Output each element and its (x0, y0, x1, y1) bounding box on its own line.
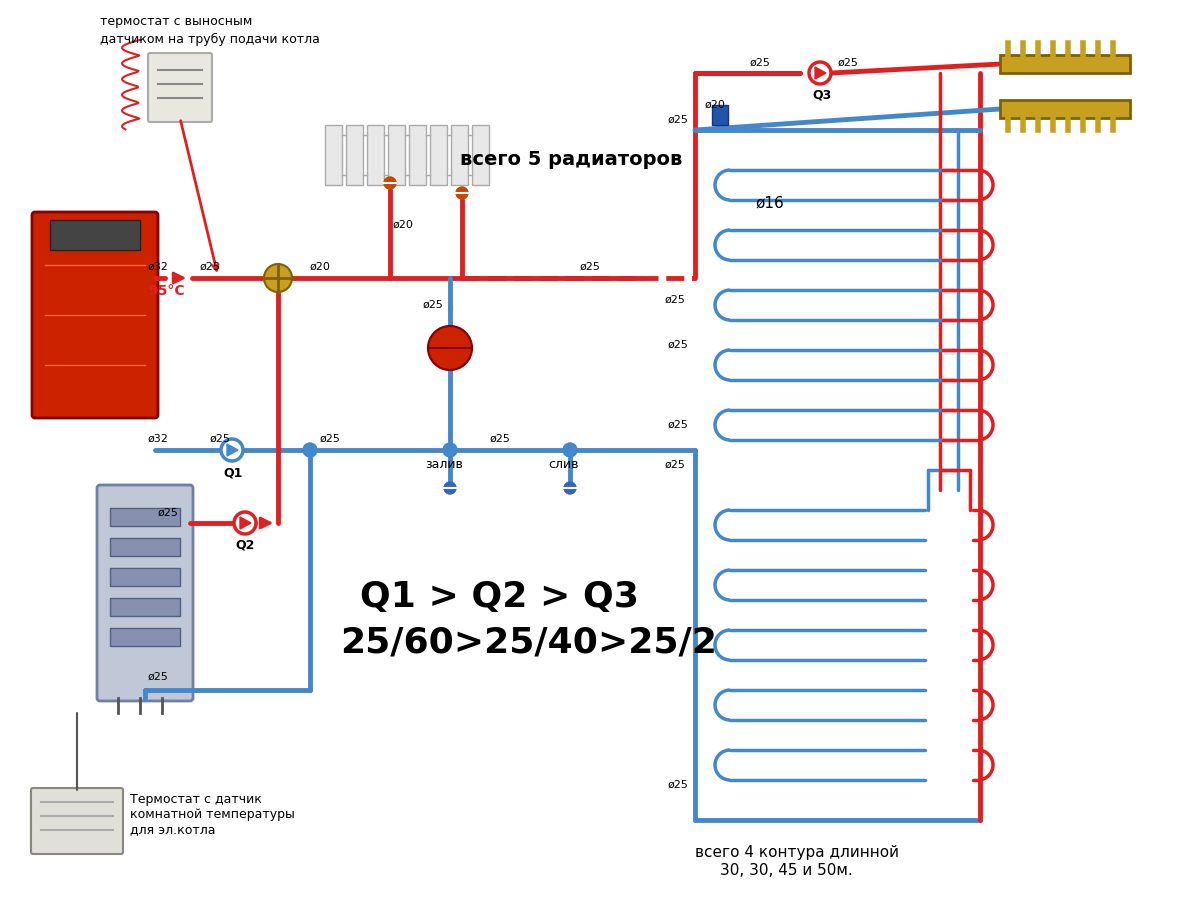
Bar (110, 538, 180, 556)
Text: ø25: ø25 (158, 508, 179, 518)
Text: ø25: ø25 (210, 434, 231, 444)
Polygon shape (240, 517, 251, 529)
Polygon shape (815, 67, 826, 79)
Text: ø25: ø25 (423, 300, 444, 310)
Circle shape (234, 512, 257, 534)
Bar (110, 598, 180, 616)
Bar (110, 508, 180, 526)
Text: ø25: ø25 (490, 434, 511, 444)
Circle shape (564, 482, 576, 494)
Circle shape (456, 187, 468, 199)
Text: 30, 30, 45 и 50м.: 30, 30, 45 и 50м. (721, 863, 852, 878)
Text: ø25: ø25 (668, 420, 689, 430)
Text: ø25: ø25 (751, 58, 771, 68)
Circle shape (384, 177, 396, 189)
Text: всего 4 контура длинной: всего 4 контура длинной (695, 845, 899, 860)
Bar (50, 220, 140, 250)
Text: слив: слив (548, 458, 578, 471)
Bar (712, 105, 728, 125)
Bar (367, 125, 384, 185)
Text: Q1 > Q2 > Q3: Q1 > Q2 > Q3 (360, 580, 639, 614)
Text: 95°С: 95°С (147, 284, 185, 298)
Circle shape (221, 439, 243, 461)
Circle shape (809, 62, 831, 84)
Text: ø25: ø25 (665, 460, 686, 470)
Text: ø20: ø20 (705, 100, 725, 110)
Text: ø25: ø25 (668, 340, 689, 350)
Text: 25/60>25/40>25/2: 25/60>25/40>25/2 (341, 625, 717, 659)
Bar (347, 125, 363, 185)
Bar (451, 125, 468, 185)
Text: ø25: ø25 (200, 262, 221, 272)
Circle shape (564, 443, 577, 457)
Bar (409, 125, 426, 185)
Text: ø25: ø25 (838, 58, 858, 68)
FancyBboxPatch shape (97, 485, 193, 701)
Bar (110, 628, 180, 646)
Text: Термостат с датчик: Термостат с датчик (129, 793, 261, 806)
Circle shape (442, 443, 457, 457)
Polygon shape (227, 444, 237, 456)
Bar (1000, 100, 1129, 118)
Text: ø25: ø25 (147, 672, 169, 682)
Text: ø25: ø25 (668, 115, 689, 125)
Text: ø32: ø32 (147, 434, 169, 444)
FancyBboxPatch shape (31, 788, 123, 854)
Bar (472, 125, 489, 185)
Text: ø16: ø16 (755, 195, 784, 210)
Text: ø25: ø25 (320, 434, 341, 444)
Circle shape (264, 264, 293, 292)
Text: Q1: Q1 (223, 466, 242, 479)
Text: комнатной температуры: комнатной температуры (129, 808, 295, 821)
Text: ø20: ø20 (311, 262, 331, 272)
Text: Q2: Q2 (235, 538, 254, 551)
Text: ø25: ø25 (665, 295, 686, 305)
Text: ø25: ø25 (668, 780, 689, 790)
Bar (110, 568, 180, 586)
Circle shape (303, 443, 317, 457)
FancyBboxPatch shape (147, 53, 212, 122)
Text: всего 5 радиаторов: всего 5 радиаторов (460, 150, 682, 169)
Text: залив: залив (424, 458, 463, 471)
Text: для эл.котла: для эл.котла (129, 823, 216, 836)
Text: датчиком на трубу подачи котла: датчиком на трубу подачи котла (100, 33, 320, 46)
Text: Q3: Q3 (812, 88, 831, 101)
Bar (325, 125, 342, 185)
Text: ø20: ø20 (393, 220, 414, 230)
Circle shape (444, 482, 456, 494)
Bar (1000, 55, 1129, 73)
Bar (430, 125, 447, 185)
Bar (388, 125, 405, 185)
Text: ø25: ø25 (580, 262, 601, 272)
FancyBboxPatch shape (32, 212, 158, 418)
Text: термостат с выносным: термостат с выносным (100, 15, 252, 28)
Circle shape (428, 326, 472, 370)
Text: ø32: ø32 (147, 262, 169, 272)
